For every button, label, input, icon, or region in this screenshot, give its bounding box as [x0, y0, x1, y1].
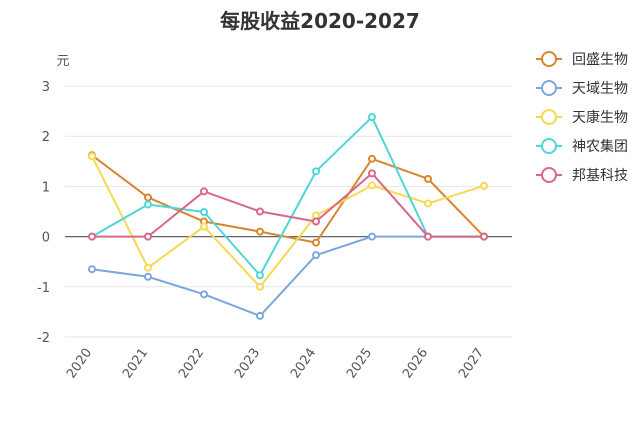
legend-label: 神农集团 — [572, 138, 628, 155]
data-point — [480, 181, 488, 190]
data-point — [424, 232, 432, 241]
data-point — [88, 232, 96, 241]
data-point — [88, 265, 96, 274]
series-line — [91, 154, 485, 244]
data-point — [368, 169, 376, 178]
y-tick-label: -2 — [37, 331, 50, 346]
y-tick-label: 2 — [42, 130, 50, 145]
x-tick-label: 2025 — [344, 346, 375, 382]
legend-marker-icon — [541, 80, 557, 96]
data-point — [424, 199, 432, 208]
data-point — [312, 238, 320, 247]
data-point — [480, 232, 488, 241]
data-point — [368, 181, 376, 190]
legend-label: 邦基科技 — [572, 167, 628, 184]
y-tick-label: 1 — [42, 180, 50, 195]
data-point — [312, 217, 320, 226]
data-point — [368, 113, 376, 122]
data-point — [256, 311, 264, 320]
legend-marker-icon — [541, 138, 557, 154]
data-point — [256, 207, 264, 216]
x-axis-ticks: 2020 2021 2022 2023 2024 2025 2026 2027 — [64, 346, 487, 382]
series-line — [92, 172, 484, 238]
x-tick-label: 2026 — [400, 346, 431, 382]
legend-item: 神农集团 — [536, 138, 628, 155]
legend-item: 天康生物 — [536, 109, 628, 126]
x-tick-label: 2021 — [120, 346, 151, 382]
series-line — [91, 155, 485, 288]
data-point — [256, 282, 264, 291]
data-point — [144, 232, 152, 241]
legend-marker-icon — [541, 167, 557, 183]
data-point — [144, 263, 152, 272]
x-tick-label: 2027 — [456, 346, 487, 382]
legend-label: 天康生物 — [572, 109, 628, 126]
series-5 — [88, 169, 488, 241]
data-point — [144, 193, 152, 202]
series-lines — [88, 113, 488, 320]
legend-marker-icon — [541, 51, 557, 67]
legend-label: 天域生物 — [572, 81, 628, 97]
series-2 — [88, 232, 488, 320]
y-axis-ticks: 3 2 1 0 -1 -2 — [37, 80, 50, 346]
data-point — [200, 222, 208, 231]
data-point — [200, 290, 208, 299]
data-point — [312, 251, 320, 260]
chart-title: 每股收益2020-2027 — [220, 9, 420, 33]
legend-label: 回盛生物 — [572, 52, 628, 68]
data-point — [88, 152, 96, 161]
data-point — [200, 208, 208, 217]
data-point — [368, 232, 376, 241]
data-point — [144, 272, 152, 281]
data-point — [144, 200, 152, 209]
legend-item: 邦基科技 — [536, 167, 628, 184]
y-axis-unit-label: 元 — [56, 54, 69, 69]
series-line — [91, 116, 484, 277]
series-line — [91, 235, 484, 317]
data-point — [312, 167, 320, 176]
data-point — [256, 271, 264, 280]
data-point — [200, 187, 208, 196]
x-tick-label: 2024 — [288, 346, 319, 382]
x-tick-label: 2022 — [176, 346, 207, 382]
data-point — [424, 174, 432, 183]
legend-marker-icon — [541, 109, 557, 125]
data-point — [256, 227, 264, 236]
series-1 — [88, 151, 488, 247]
legend-item: 天域生物 — [536, 80, 628, 97]
y-tick-label: 3 — [42, 80, 50, 95]
legend-item: 回盛生物 — [536, 51, 628, 68]
y-tick-label: -1 — [37, 281, 50, 296]
data-point — [368, 154, 376, 163]
gridlines — [65, 85, 512, 338]
x-tick-label: 2023 — [232, 346, 263, 382]
y-tick-label: 0 — [42, 231, 50, 246]
x-tick-label: 2020 — [64, 346, 95, 382]
